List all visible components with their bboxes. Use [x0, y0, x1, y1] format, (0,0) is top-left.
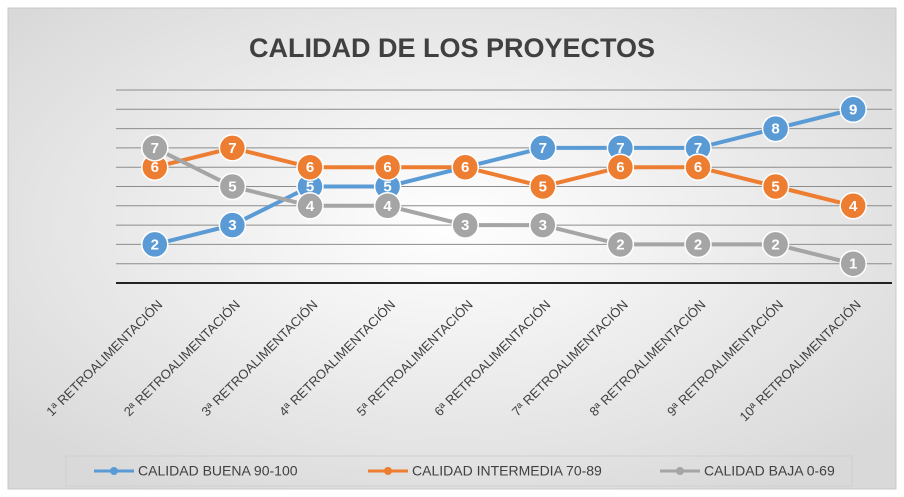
series-line [154, 107, 854, 247]
data-label: 6 [306, 159, 314, 176]
data-point [451, 211, 479, 239]
chart-title: CALIDAD DE LOS PROYECTOS [249, 33, 655, 63]
data-point [839, 249, 867, 278]
data-point [761, 114, 790, 143]
legend-box [65, 455, 853, 487]
data-label: 2 [771, 236, 779, 253]
legend-label: CALIDAD BAJA 0-69 [704, 463, 835, 479]
data-point [141, 230, 169, 259]
data-point [373, 192, 402, 220]
data-label: 6 [151, 159, 159, 176]
data-label: 2 [694, 236, 702, 253]
series-line [153, 146, 854, 266]
data-point [684, 230, 712, 259]
data-label: 5 [383, 178, 391, 195]
data-point [839, 95, 867, 124]
data-label: 2 [151, 236, 159, 253]
data-label: 7 [151, 140, 159, 157]
data-label: 9 [849, 101, 857, 118]
data-label: 6 [461, 159, 469, 176]
data-point [529, 134, 557, 162]
data-label: 7 [228, 140, 236, 157]
data-point [218, 211, 247, 239]
data-point [451, 153, 479, 181]
data-label: 3 [539, 217, 547, 234]
data-point [606, 153, 635, 181]
data-label: 4 [383, 198, 392, 215]
data-point [529, 211, 557, 239]
data-label: 1 [849, 256, 857, 273]
data-point [141, 134, 169, 162]
legend-marker [676, 467, 684, 475]
data-point [606, 230, 635, 259]
data-point [761, 172, 790, 201]
data-label: 3 [461, 217, 469, 234]
data-point [684, 153, 712, 181]
data-point [296, 153, 324, 181]
data-label: 5 [771, 178, 779, 195]
data-point [529, 172, 557, 201]
data-label: 7 [539, 140, 547, 157]
data-label: 7 [694, 140, 702, 157]
legend-marker [110, 467, 118, 475]
data-label: 5 [228, 178, 236, 195]
data-label: 2 [616, 236, 624, 253]
data-label: 6 [694, 159, 702, 176]
data-label: 6 [616, 159, 624, 176]
data-label: 7 [616, 140, 624, 157]
data-point [296, 192, 324, 220]
data-label: 4 [849, 198, 858, 215]
data-point [373, 153, 402, 181]
legend-label: CALIDAD BUENA 90-100 [138, 463, 298, 479]
data-point [761, 230, 790, 259]
series-line [154, 145, 854, 208]
data-label: 3 [228, 217, 236, 234]
data-point [839, 192, 867, 220]
legend-marker [384, 467, 392, 475]
legend-label: CALIDAD INTERMEDIA 70-89 [412, 463, 602, 479]
data-label: 6 [383, 159, 391, 176]
data-label: 8 [771, 121, 779, 138]
data-point [218, 172, 247, 201]
data-label: 4 [306, 198, 315, 215]
data-label: 5 [306, 178, 314, 195]
data-point [218, 134, 247, 162]
data-label: 5 [539, 178, 547, 195]
